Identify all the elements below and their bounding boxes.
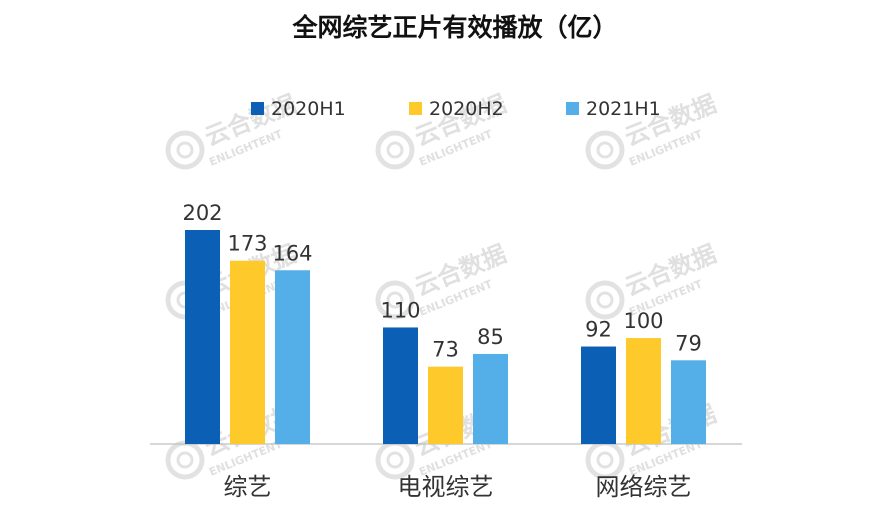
- category-labels-group: 综艺 电视综艺 网络综艺: [224, 473, 692, 501]
- legend-swatch-2020H2: [409, 102, 422, 115]
- bar-电视综艺-2020H1: [383, 327, 418, 444]
- watermark-ring-inner: [596, 141, 614, 159]
- watermark-ring-inner: [176, 451, 194, 469]
- data-label-网络综艺-2021H1: 79: [675, 331, 702, 355]
- data-label-综艺-2021H1: 164: [272, 241, 312, 265]
- watermark-ring-icon: [585, 440, 625, 480]
- watermark-ring-inner: [596, 451, 614, 469]
- watermark-ring-inner: [386, 451, 404, 469]
- watermark-ring-inner: [176, 141, 194, 159]
- watermark-ring-inner: [386, 291, 404, 309]
- category-label-网络综艺: 网络综艺: [596, 473, 692, 501]
- bar-电视综艺-2021H1: [473, 353, 508, 444]
- bar-电视综艺-2020H2: [428, 366, 463, 444]
- watermark-ring-icon: [165, 440, 205, 480]
- bar-综艺-2021H1: [275, 270, 310, 444]
- bar-网络综艺-2021H1: [671, 360, 706, 444]
- category-label-综艺: 综艺: [224, 473, 272, 501]
- bar-网络综艺-2020H2: [626, 338, 661, 444]
- legend-swatch-2021H1: [566, 102, 579, 115]
- watermark-ring-icon: [375, 130, 415, 170]
- bar-网络综艺-2020H1: [581, 346, 616, 444]
- watermark-ring-icon: [375, 440, 415, 480]
- category-label-电视综艺: 电视综艺: [398, 473, 494, 501]
- watermark-ring-inner: [596, 291, 614, 309]
- data-label-综艺-2020H1: 202: [182, 201, 222, 225]
- watermark-ring-icon: [375, 280, 415, 320]
- watermark-ring-icon: [585, 130, 625, 170]
- legend-label-2020H2: 2020H2: [429, 98, 504, 120]
- data-label-综艺-2020H2: 173: [227, 232, 267, 256]
- data-label-网络综艺-2020H1: 92: [585, 318, 612, 342]
- data-label-网络综艺-2020H2: 100: [623, 309, 663, 333]
- data-label-电视综艺-2020H2: 73: [432, 338, 459, 362]
- legend: 2020H1 2020H2 2021H1: [251, 98, 661, 120]
- data-label-电视综艺-2020H1: 110: [380, 298, 420, 322]
- bar-综艺-2020H1: [185, 230, 220, 444]
- data-label-电视综艺-2021H1: 85: [477, 325, 504, 349]
- bars-group: [185, 230, 706, 444]
- watermark-ring-inner: [386, 141, 404, 159]
- watermark-ring-icon: [165, 130, 205, 170]
- bar-综艺-2020H2: [230, 260, 265, 444]
- legend-label-2020H1: 2020H1: [271, 98, 346, 120]
- legend-swatch-2020H1: [251, 102, 264, 115]
- legend-label-2021H1: 2021H1: [586, 98, 661, 120]
- chart-title: 全网综艺正片有效播放（亿）: [291, 13, 617, 42]
- watermark-ring-icon: [585, 280, 625, 320]
